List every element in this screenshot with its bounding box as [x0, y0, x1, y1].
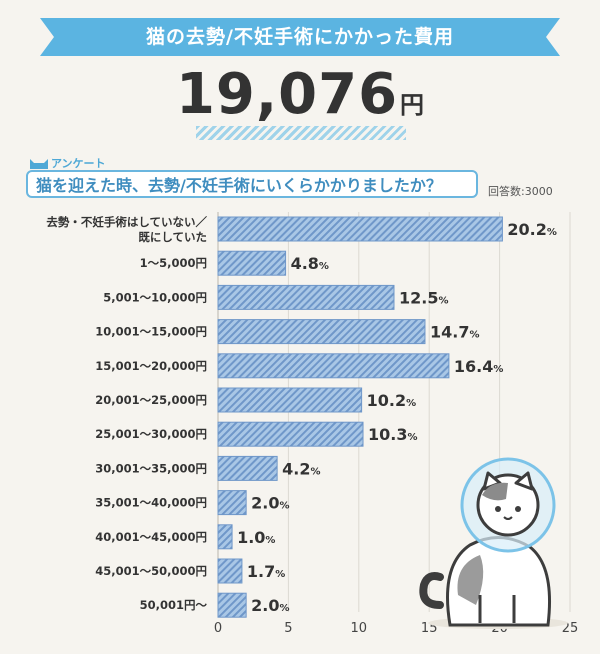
- bar: [217, 319, 426, 345]
- x-tick-label: 10: [351, 621, 368, 636]
- value-unit: %: [265, 535, 275, 546]
- bar: [217, 592, 247, 618]
- average-cost-unit: 円: [400, 91, 425, 119]
- value-unit: %: [469, 330, 479, 341]
- value-unit: %: [319, 261, 329, 272]
- bar: [217, 455, 278, 481]
- value-unit: %: [275, 569, 285, 580]
- cat-ears-icon: [30, 159, 48, 169]
- bar: [217, 284, 395, 310]
- bar: [217, 216, 503, 242]
- value-label: 4.8%: [291, 254, 329, 273]
- average-cost-underline: [196, 126, 406, 140]
- value-label: 1.0%: [237, 528, 275, 547]
- category-label: 20,001～25,000円: [95, 393, 207, 407]
- value-label: 4.2%: [282, 459, 320, 478]
- category-label: 50,001円～: [140, 598, 208, 612]
- category-label: 40,001～45,000円: [95, 530, 207, 544]
- category-label: 35,001～40,000円: [95, 496, 207, 510]
- value-unit: %: [280, 501, 290, 512]
- average-cost: 19,076円: [0, 62, 600, 127]
- value-label: 14.7%: [430, 323, 480, 342]
- respondent-count: 回答数:3000: [488, 185, 553, 198]
- value-label: 1.7%: [247, 562, 285, 581]
- category-label: 10,001～15,000円: [95, 325, 207, 339]
- category-label: 25,001～30,000円: [95, 427, 207, 441]
- category-label: 去勢・不妊手術はしていない／: [46, 215, 207, 229]
- category-label: 1～5,000円: [140, 256, 207, 270]
- x-tick-label: 5: [284, 621, 292, 636]
- survey-question: 猫を迎えた時、去勢/不妊手術にいくらかかりましたか？: [26, 170, 478, 198]
- value-label: 2.0%: [251, 596, 289, 615]
- value-label: 2.0%: [251, 494, 289, 513]
- survey-tag: アンケート: [30, 156, 106, 170]
- bar: [217, 490, 247, 516]
- x-tick-label: 0: [214, 621, 222, 636]
- category-label: 5,001～10,000円: [103, 290, 207, 304]
- chart-bars: [217, 216, 503, 618]
- cat-with-cone-illustration: [419, 457, 568, 629]
- chart-title: 猫の去勢/不妊手術にかかった費用: [146, 26, 454, 48]
- title-banner: 猫の去勢/不妊手術にかかった費用: [40, 18, 560, 56]
- chart-category-labels: 去勢・不妊手術はしていない／既にしていた 1～5,000円 5,001～10,000…: [46, 215, 207, 612]
- survey-tag-label: アンケート: [51, 157, 106, 170]
- value-unit: %: [493, 364, 503, 375]
- category-label: 30,001～35,000円: [95, 461, 207, 475]
- category-label: 15,001～20,000円: [95, 359, 207, 373]
- value-unit: %: [280, 603, 290, 614]
- bar: [217, 250, 287, 276]
- value-unit: %: [310, 466, 320, 477]
- bar: [217, 524, 233, 550]
- bar: [217, 353, 450, 379]
- banner-ribbon-shape: [40, 18, 560, 56]
- value-unit: %: [408, 432, 418, 443]
- bar: [217, 558, 243, 584]
- x-tick-label: 25: [562, 621, 579, 636]
- bar: [217, 421, 364, 447]
- value-label: 10.2%: [367, 391, 417, 410]
- value-label: 20.2%: [507, 220, 557, 239]
- value-unit: %: [547, 227, 557, 238]
- value-unit: %: [438, 295, 448, 306]
- average-cost-value: 19,076: [175, 62, 399, 127]
- value-unit: %: [406, 398, 416, 409]
- value-label: 10.3%: [368, 425, 418, 444]
- bar: [217, 387, 363, 413]
- value-label: 12.5%: [399, 288, 449, 307]
- category-label: 既にしていた: [138, 230, 207, 244]
- category-label: 45,001～50,000円: [95, 564, 207, 578]
- value-label: 16.4%: [454, 357, 504, 376]
